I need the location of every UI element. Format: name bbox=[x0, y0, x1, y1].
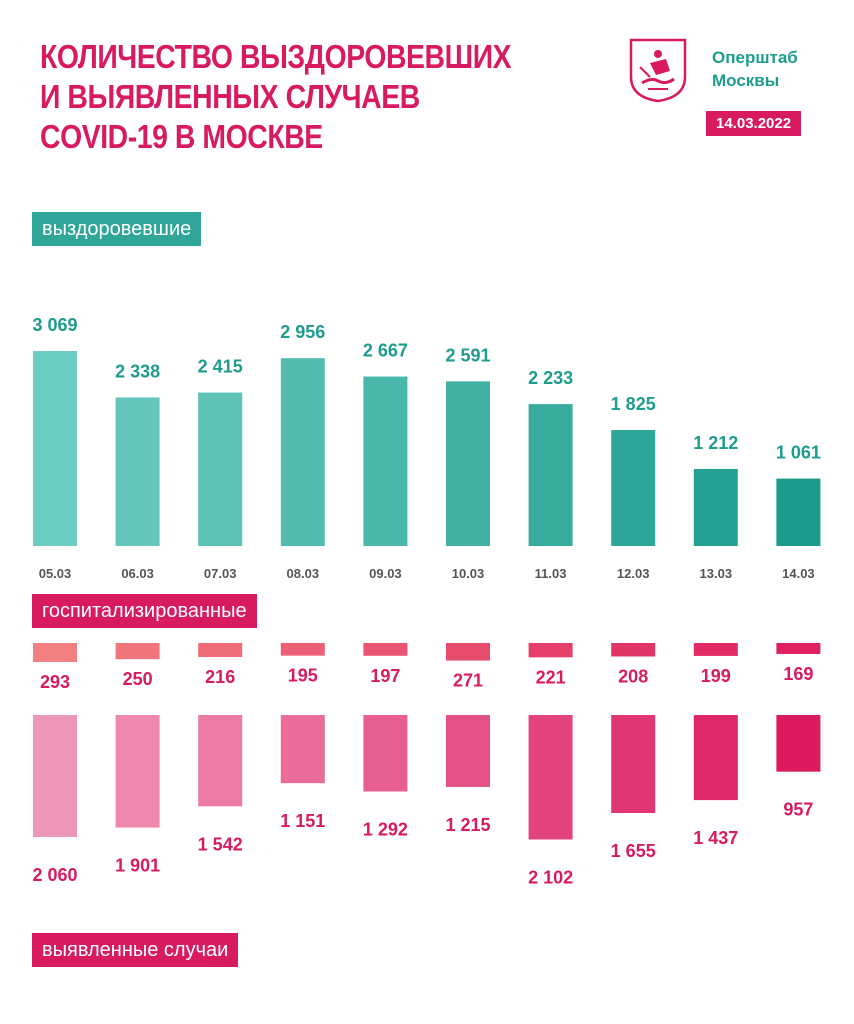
cases-bar bbox=[528, 715, 573, 840]
hospitalized-value-label: 293 bbox=[40, 672, 70, 692]
hospitalized-value-label: 208 bbox=[618, 666, 648, 686]
cases-section-label: выявленные случаи bbox=[32, 933, 239, 967]
recovered-value-label: 1 061 bbox=[776, 443, 821, 463]
hospitalized-bar bbox=[446, 643, 490, 661]
recovered-bar bbox=[693, 468, 738, 546]
cases-bar bbox=[115, 715, 160, 828]
cases-value-label: 1 437 bbox=[693, 828, 738, 848]
recovered-bar bbox=[446, 381, 490, 546]
page-title-line-2: И ВЫЯВЛЕННЫХ СЛУЧАЕВ bbox=[40, 78, 420, 115]
recovered-value-label: 1 212 bbox=[693, 433, 738, 453]
date-tick-label: 14.03 bbox=[782, 566, 815, 581]
hospitalized-bar bbox=[776, 643, 821, 654]
cases-value-label: 957 bbox=[783, 800, 813, 820]
hospitalized-value-label: 197 bbox=[370, 666, 400, 686]
cases-bar bbox=[198, 715, 243, 807]
recovered-bar bbox=[115, 397, 160, 546]
recovered-bar bbox=[611, 430, 656, 546]
org-name-line-1: Оперштаб bbox=[712, 48, 798, 67]
hospitalized-value-label: 271 bbox=[453, 671, 483, 691]
recovered-value-label: 2 415 bbox=[198, 357, 243, 377]
recovered-bar bbox=[528, 404, 573, 546]
cases-value-label: 2 102 bbox=[528, 867, 573, 887]
cases-bar bbox=[363, 715, 408, 792]
hospitalized-value-label: 216 bbox=[205, 667, 235, 687]
recovered-value-label: 2 667 bbox=[363, 341, 408, 361]
cases-value-label: 1 215 bbox=[445, 815, 490, 835]
page-title-line-1: КОЛИЧЕСТВО ВЫЗДОРОВЕВШИХ bbox=[40, 38, 512, 75]
date-tick-label: 11.03 bbox=[535, 566, 567, 581]
cases-bar bbox=[33, 715, 77, 837]
date-tick-label: 13.03 bbox=[700, 566, 733, 581]
hospitalized-value-label: 199 bbox=[701, 666, 731, 686]
hospitalized-bar bbox=[115, 643, 160, 660]
hospitalized-bar bbox=[693, 643, 738, 656]
cases-bar bbox=[446, 715, 490, 787]
hospitalized-section-label: госпитализированные bbox=[32, 594, 257, 628]
recovered-bar bbox=[363, 376, 408, 546]
date-tick-label: 09.03 bbox=[369, 566, 402, 581]
cases-bar bbox=[776, 715, 821, 772]
cases-bar bbox=[693, 715, 738, 801]
page-title-line-3: COVID-19 В МОСКВЕ bbox=[40, 118, 323, 155]
recovered-value-label: 2 956 bbox=[280, 322, 325, 342]
hospitalized-bar bbox=[198, 643, 243, 658]
moscow-coat-of-arms-icon bbox=[628, 37, 688, 103]
hospitalized-value-label: 250 bbox=[123, 669, 153, 689]
cases-value-label: 1 542 bbox=[198, 834, 243, 854]
date-tick-label: 07.03 bbox=[204, 566, 237, 581]
recovered-value-label: 2 233 bbox=[528, 368, 573, 388]
recovered-value-label: 2 338 bbox=[115, 361, 160, 381]
cases-value-label: 1 151 bbox=[280, 811, 325, 831]
hospitalized-bar bbox=[363, 643, 408, 656]
cases-bar bbox=[611, 715, 656, 814]
recovered-bar bbox=[776, 478, 821, 546]
cases-value-label: 1 655 bbox=[611, 841, 656, 861]
hospitalized-value-label: 221 bbox=[536, 667, 566, 687]
hospitalized-value-label: 195 bbox=[288, 666, 318, 686]
recovered-value-label: 1 825 bbox=[611, 394, 656, 414]
date-tick-label: 12.03 bbox=[617, 566, 650, 581]
date-tick-label: 10.03 bbox=[452, 566, 485, 581]
cases-value-label: 1 292 bbox=[363, 820, 408, 840]
date-badge: 14.03.2022 bbox=[706, 111, 802, 136]
date-tick-label: 05.03 bbox=[39, 566, 72, 581]
cases-value-label: 2 060 bbox=[32, 865, 77, 885]
recovered-bar bbox=[33, 351, 77, 546]
hospitalized-bar bbox=[528, 643, 573, 658]
date-tick-label: 08.03 bbox=[287, 566, 320, 581]
recovered-bar bbox=[198, 392, 243, 546]
recovered-section-label: выздоровевшие bbox=[32, 212, 202, 246]
hospitalized-bar bbox=[33, 643, 77, 662]
hospitalized-bar bbox=[611, 643, 656, 657]
date-tick-label: 06.03 bbox=[121, 566, 154, 581]
hospitalized-value-label: 169 bbox=[783, 664, 813, 684]
recovered-bar bbox=[280, 358, 325, 546]
org-name-line-2: Москвы bbox=[712, 71, 780, 90]
hospitalized-bar bbox=[280, 643, 325, 656]
recovered-value-label: 2 591 bbox=[445, 345, 490, 365]
recovered-value-label: 3 069 bbox=[32, 315, 77, 335]
cases-value-label: 1 901 bbox=[115, 856, 160, 876]
cases-bar bbox=[280, 715, 325, 784]
org-name: Оперштаб Москвы bbox=[712, 46, 832, 92]
